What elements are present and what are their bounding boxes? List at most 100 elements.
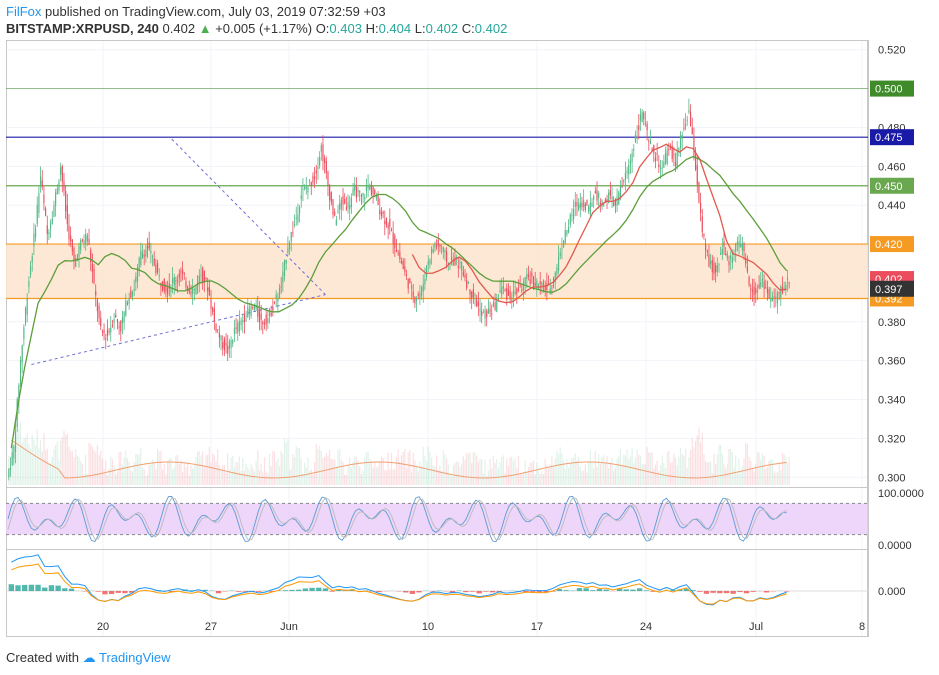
candle-body bbox=[125, 300, 127, 316]
candle-body bbox=[711, 260, 713, 273]
volume-bar bbox=[618, 456, 620, 485]
macd-hist-bar bbox=[623, 589, 629, 591]
candle-body bbox=[740, 243, 742, 248]
candle-body bbox=[514, 291, 516, 295]
candle-body bbox=[257, 307, 259, 317]
macd-hist-bar bbox=[710, 591, 716, 593]
volume-bar bbox=[312, 474, 314, 485]
volume-layer bbox=[8, 421, 790, 485]
candle-body bbox=[327, 172, 329, 186]
volume-bar bbox=[305, 467, 307, 485]
macd-hist-bar bbox=[563, 590, 569, 591]
candle-body bbox=[745, 259, 747, 264]
candle-body bbox=[307, 186, 309, 193]
author-name[interactable]: FilFox bbox=[6, 4, 42, 19]
volume-bar bbox=[253, 471, 256, 485]
candle-body bbox=[457, 266, 459, 268]
candle-body bbox=[200, 274, 202, 276]
tradingview-logo-icon[interactable]: ☁ bbox=[82, 650, 96, 665]
volume-bar bbox=[663, 463, 665, 485]
candle-body bbox=[36, 204, 38, 224]
candle-body bbox=[156, 262, 159, 272]
volume-bar bbox=[771, 459, 774, 485]
candle-body bbox=[18, 385, 20, 403]
level-tag-bg bbox=[870, 80, 914, 97]
macd-layer bbox=[6, 554, 868, 606]
candle-body bbox=[407, 278, 409, 289]
tradingview-brand[interactable]: TradingView bbox=[99, 650, 171, 665]
volume-bar bbox=[187, 461, 189, 485]
candle-body bbox=[721, 248, 723, 254]
candle-body bbox=[674, 161, 677, 167]
volume-bar bbox=[367, 451, 369, 485]
macd-hist-bar bbox=[730, 591, 736, 594]
volume-bar bbox=[439, 465, 441, 485]
candle-body bbox=[643, 112, 645, 120]
volume-bar bbox=[212, 453, 214, 485]
candle-body bbox=[725, 253, 727, 256]
candle-body bbox=[696, 165, 698, 185]
volume-bar bbox=[539, 473, 541, 485]
candle-body bbox=[603, 204, 605, 207]
volume-bar bbox=[58, 460, 60, 485]
candle-body bbox=[661, 167, 663, 169]
volume-bar bbox=[13, 454, 15, 485]
volume-bar bbox=[223, 465, 225, 485]
candle-body bbox=[297, 214, 299, 223]
candle-body bbox=[509, 290, 511, 299]
volume-bar bbox=[350, 467, 352, 485]
macd-hist-bar bbox=[309, 587, 315, 591]
volume-bar bbox=[765, 468, 767, 485]
volume-bar bbox=[693, 447, 695, 485]
candle-body bbox=[9, 467, 12, 470]
time-tick-label: 10 bbox=[422, 621, 434, 633]
volume-bar bbox=[486, 476, 488, 485]
volume-bar bbox=[118, 452, 120, 485]
volume-bar bbox=[397, 449, 399, 485]
candle-body bbox=[215, 324, 217, 332]
volume-bar bbox=[629, 456, 632, 485]
time-tick-label: 24 bbox=[640, 621, 652, 633]
volume-bar bbox=[728, 449, 730, 485]
candle-body bbox=[395, 249, 398, 253]
candle-body bbox=[268, 308, 271, 317]
level-tag-bg bbox=[870, 129, 914, 146]
stoch-band bbox=[6, 503, 868, 535]
candle-body bbox=[223, 338, 225, 350]
candle-body bbox=[111, 325, 114, 327]
volume-bar bbox=[751, 467, 753, 485]
candle-body bbox=[33, 233, 35, 247]
candle-body bbox=[571, 214, 573, 217]
candle-body bbox=[282, 271, 284, 283]
volume-bar bbox=[228, 469, 230, 485]
volume-bar bbox=[631, 448, 633, 485]
macd-hist-bar bbox=[737, 591, 743, 593]
macd-hist-bar bbox=[329, 591, 335, 592]
price-tag-bg bbox=[870, 280, 914, 297]
macd-hist-bar bbox=[316, 587, 322, 591]
volume-bar bbox=[736, 473, 738, 485]
created-with-text: Created with bbox=[6, 650, 79, 665]
candle-body bbox=[315, 170, 317, 174]
volume-bar bbox=[521, 474, 523, 485]
macd-hist-bar bbox=[763, 591, 770, 593]
volume-bar bbox=[691, 438, 693, 485]
volume-bar bbox=[310, 469, 312, 485]
candle-body bbox=[217, 329, 219, 331]
candle-body bbox=[402, 261, 404, 270]
volume-bar bbox=[658, 471, 660, 485]
macd-hist-bar bbox=[643, 590, 649, 591]
candle-body bbox=[736, 241, 738, 245]
volume-bar bbox=[327, 455, 329, 485]
candle-body bbox=[424, 279, 426, 285]
macd-hist-bar bbox=[122, 591, 128, 594]
volume-bar bbox=[355, 456, 357, 485]
volume-bar bbox=[110, 456, 112, 485]
volume-bar bbox=[177, 454, 179, 485]
volume-bar bbox=[584, 464, 586, 485]
volume-bar bbox=[581, 471, 583, 485]
volume-bar bbox=[467, 453, 469, 485]
macd-hist-bar bbox=[743, 591, 750, 594]
candle-body bbox=[210, 299, 212, 309]
